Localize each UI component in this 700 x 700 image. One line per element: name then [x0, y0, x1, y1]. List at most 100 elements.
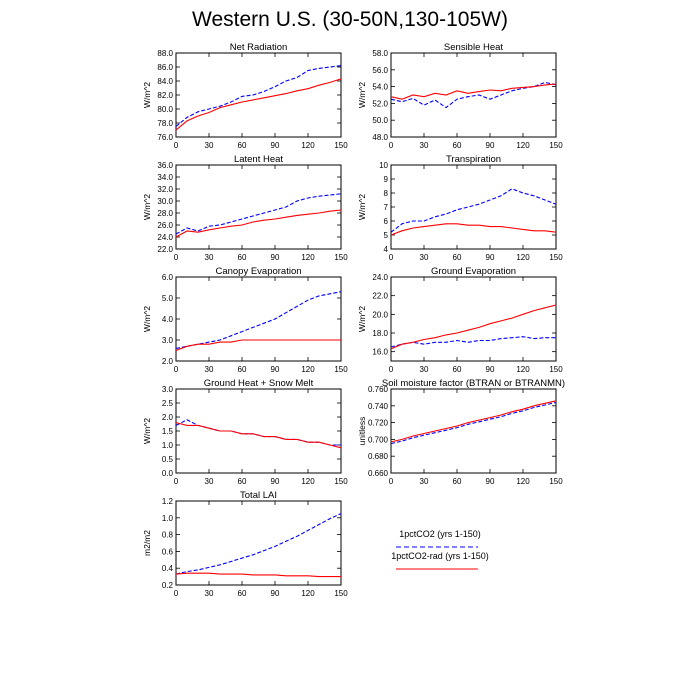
series-line	[390, 401, 557, 445]
y-tick-label: 88.0	[157, 49, 173, 58]
y-tick-label: 2.5	[162, 399, 174, 408]
y-tick-label: 6.0	[162, 273, 174, 282]
y-tick-label: 52.0	[372, 99, 388, 108]
y-tick-label: 3.0	[162, 385, 174, 394]
series-line	[390, 304, 557, 350]
x-tick-label: 90	[486, 141, 495, 150]
x-tick-label: 60	[453, 477, 462, 486]
y-tick-label: 1.2	[162, 497, 174, 506]
x-tick-label: 30	[420, 365, 429, 374]
x-tick-label: 30	[205, 365, 214, 374]
y-tick-label: 26.0	[157, 221, 173, 230]
x-tick-label: 150	[334, 365, 348, 374]
series-line	[175, 65, 342, 127]
y-tick-label: 54.0	[372, 83, 388, 92]
y-tick-label: 0.680	[368, 452, 389, 461]
x-tick-label: 30	[420, 477, 429, 486]
x-tick-label: 120	[516, 365, 530, 374]
series-line	[175, 572, 341, 578]
y-tick-label: 9	[384, 175, 389, 184]
x-tick-label: 30	[205, 477, 214, 486]
x-tick-label: 60	[238, 141, 247, 150]
y-tick-label: 84.0	[157, 77, 173, 86]
y-tick-label: 0.700	[368, 435, 389, 444]
y-tick-label: 22.0	[157, 245, 173, 254]
y-tick-label: 4	[384, 245, 389, 254]
series-line	[175, 513, 342, 575]
panel-title: Latent Heat	[234, 154, 283, 165]
x-tick-label: 60	[453, 253, 462, 262]
x-tick-label: 0	[389, 477, 394, 486]
y-tick-label: 50.0	[372, 116, 388, 125]
panel-frame	[175, 164, 342, 250]
y-tick-label: 18.0	[372, 329, 388, 338]
panel-frame	[175, 388, 342, 474]
x-tick-label: 90	[486, 253, 495, 262]
y-tick-label: 28.0	[157, 209, 173, 218]
y-tick-label: 0.0	[162, 469, 174, 478]
y-tick-label: 2.0	[162, 413, 174, 422]
y-tick-label: 10	[379, 161, 388, 170]
y-tick-label: 6	[384, 217, 389, 226]
series-line	[175, 422, 342, 449]
y-tick-label: 76.0	[157, 133, 173, 142]
x-tick-label: 150	[334, 589, 348, 598]
x-tick-label: 0	[389, 365, 394, 374]
panel-title: Transpiration	[446, 154, 501, 165]
figure-title: Western U.S. (30-50N,130-105W)	[192, 8, 508, 31]
panel-title: Total LAI	[240, 490, 277, 501]
x-tick-label: 150	[334, 477, 348, 486]
series-line	[390, 400, 557, 443]
y-tick-label: 8	[384, 189, 389, 198]
y-tick-label: 0.8	[162, 531, 174, 540]
y-tick-label: 1.0	[162, 514, 174, 523]
x-tick-label: 0	[174, 141, 179, 150]
x-tick-label: 60	[453, 141, 462, 150]
x-tick-label: 0	[389, 141, 394, 150]
panel-title: Ground Heat + Snow Melt	[204, 378, 314, 389]
y-tick-label: 58.0	[372, 49, 388, 58]
x-tick-label: 150	[549, 477, 563, 486]
y-tick-label: 86.0	[157, 63, 173, 72]
series-line	[175, 78, 342, 131]
y-tick-label: 0.740	[368, 402, 389, 411]
y-axis-label: W/m^2	[142, 194, 152, 220]
y-tick-label: 78.0	[157, 119, 173, 128]
y-tick-label: 82.0	[157, 91, 173, 100]
y-tick-label: 0.6	[162, 547, 174, 556]
series-line	[175, 209, 342, 238]
y-axis-label: m2/m2	[142, 530, 152, 556]
series-line	[390, 83, 557, 100]
y-tick-label: 24.0	[372, 273, 388, 282]
panel-title: Canopy Evaporation	[215, 266, 301, 277]
y-axis-label: W/m^2	[357, 306, 367, 332]
panel-frame	[390, 388, 557, 474]
x-tick-label: 30	[420, 141, 429, 150]
x-tick-label: 120	[301, 365, 315, 374]
y-tick-label: 0.5	[162, 455, 174, 464]
x-tick-label: 60	[453, 365, 462, 374]
x-tick-label: 120	[516, 477, 530, 486]
x-tick-label: 0	[389, 253, 394, 262]
y-tick-label: 0.4	[162, 564, 174, 573]
x-tick-label: 60	[238, 365, 247, 374]
x-tick-label: 30	[205, 253, 214, 262]
series-line	[175, 419, 341, 446]
x-tick-label: 0	[174, 253, 179, 262]
y-tick-label: 24.0	[157, 233, 173, 242]
y-tick-label: 0.660	[368, 469, 389, 478]
y-axis-label: W/m^2	[142, 418, 152, 444]
y-tick-label: 1.5	[162, 427, 174, 436]
x-tick-label: 120	[516, 253, 530, 262]
series-line	[390, 188, 557, 233]
legend-label: 1pctCO2 (yrs 1-150)	[399, 529, 481, 539]
x-tick-label: 120	[301, 589, 315, 598]
x-tick-label: 90	[271, 589, 280, 598]
x-tick-label: 30	[205, 141, 214, 150]
y-tick-label: 30.0	[157, 197, 173, 206]
x-tick-label: 60	[238, 477, 247, 486]
x-tick-label: 90	[271, 365, 280, 374]
y-tick-label: 1.0	[162, 441, 174, 450]
series-line	[390, 81, 557, 109]
y-tick-label: 5	[384, 231, 389, 240]
